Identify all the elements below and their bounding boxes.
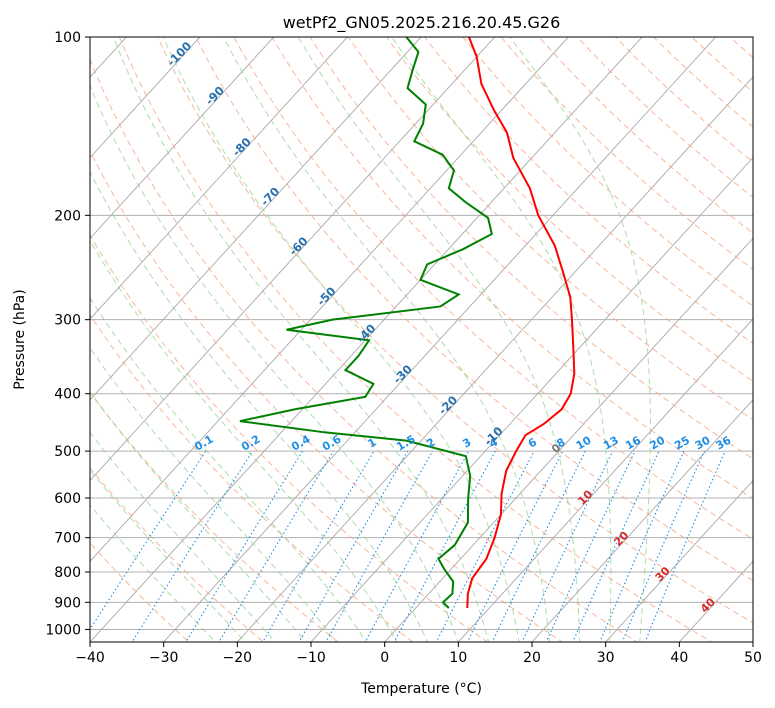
isotherm-line (384, 237, 753, 642)
chart-title: wetPf2_GN05.2025.216.20.45.G26 (283, 13, 561, 33)
moist-adiabat-line (90, 469, 246, 642)
mixing-ratio-line (393, 450, 496, 642)
y-tick-label: 700 (54, 531, 81, 547)
mixing-ratio-line (325, 450, 434, 642)
mixing-ratio-line (185, 450, 304, 642)
moist-adiabat-line (90, 431, 276, 642)
x-tick-label: −30 (149, 650, 179, 666)
isotherm-line (90, 37, 349, 320)
isotherm-line (457, 318, 753, 642)
x-tick-label: −40 (75, 650, 105, 666)
moist-adiabat-line (90, 170, 429, 642)
y-axis-label: Pressure (hPa) (12, 289, 28, 389)
y-tick-label: 600 (54, 491, 81, 507)
mixing-ratio-line (131, 450, 254, 642)
x-tick-label: 40 (670, 650, 688, 666)
y-tick-label: 500 (54, 444, 81, 460)
dry-adiabat-line (462, 37, 753, 307)
moist-adiabat-line (223, 37, 550, 642)
profile-lines (239, 37, 576, 609)
mixing-ratio-line (262, 450, 375, 642)
y-axis-ticks: 100 200 300 400 500 600 700 800 900 1000 (45, 30, 90, 638)
dry-adiabat-line (385, 37, 753, 382)
dry-adiabat-line (347, 37, 753, 421)
background-lines (90, 37, 753, 642)
x-tick-label: 50 (744, 650, 762, 666)
x-axis-ticks: −40 −30 −20 −10 0 10 20 30 40 50 (75, 642, 762, 666)
x-tick-label: 30 (597, 650, 615, 666)
mixing-ratio-line (572, 450, 660, 642)
moist-adiabat-line (509, 37, 651, 642)
dry-adiabat-line (90, 149, 564, 642)
plot-frame (89, 36, 754, 643)
moist-adiabat-line (90, 84, 459, 642)
dry-adiabat-line (271, 37, 753, 500)
y-tick-label: 400 (54, 387, 81, 403)
mixing-ratio-line (491, 450, 586, 642)
dry-adiabat-line (118, 37, 713, 642)
x-tick-label: 10 (449, 650, 467, 666)
y-tick-label: 300 (54, 313, 81, 329)
isotherm-line (90, 37, 201, 159)
mixing-ratio-line (364, 450, 470, 642)
x-tick-label: −20 (223, 650, 253, 666)
x-tick-label: 20 (523, 650, 541, 666)
moist-adiabat-line (162, 37, 520, 642)
isotherm-line (605, 479, 753, 642)
y-tick-label: 800 (54, 565, 81, 581)
temperature-profile-line (466, 37, 576, 609)
y-tick-label: 200 (54, 208, 81, 224)
mixing-ratio-line (218, 450, 334, 642)
moist-adiabat-line (391, 37, 612, 642)
y-tick-label: 1000 (45, 622, 81, 638)
dry-adiabat-line (90, 58, 638, 642)
dry-adiabat-line (90, 234, 489, 642)
isotherm-line (90, 37, 496, 482)
isotherm-line (531, 399, 753, 642)
dry-adiabat-line (309, 37, 753, 460)
moist-adiabat-line (112, 37, 490, 642)
isotherm-line (90, 37, 422, 401)
moist-adiabat-line (297, 37, 581, 642)
moist-adiabat-line (90, 346, 337, 642)
moist-adiabat-line (90, 297, 367, 642)
mixing-ratio-line (644, 450, 726, 642)
y-tick-label: 100 (54, 30, 81, 46)
moist-adiabat-line (90, 239, 398, 642)
isotherm-line (310, 156, 753, 642)
x-tick-label: −10 (296, 650, 326, 666)
dry-adiabat-line (90, 542, 190, 642)
dry-adiabat-line (90, 467, 265, 642)
dry-adiabat-line (90, 314, 414, 642)
y-tick-label: 900 (54, 595, 81, 611)
mixing-ratio-line (621, 450, 705, 642)
mixing-ratio-line (90, 450, 207, 631)
dewpoint-profile-line (239, 37, 493, 609)
mixing-ratio-line (521, 450, 614, 642)
dry-adiabat-line (157, 37, 753, 624)
mixing-ratio-line (298, 450, 409, 642)
isotherm-line (90, 37, 643, 642)
isotherm-line (90, 37, 275, 240)
isotherm-line (236, 76, 753, 642)
mixing-ratio-line (599, 450, 685, 642)
x-axis-label: Temperature (°C) (360, 681, 482, 697)
x-tick-label: 0 (380, 650, 389, 666)
isotherm-line (163, 37, 717, 642)
